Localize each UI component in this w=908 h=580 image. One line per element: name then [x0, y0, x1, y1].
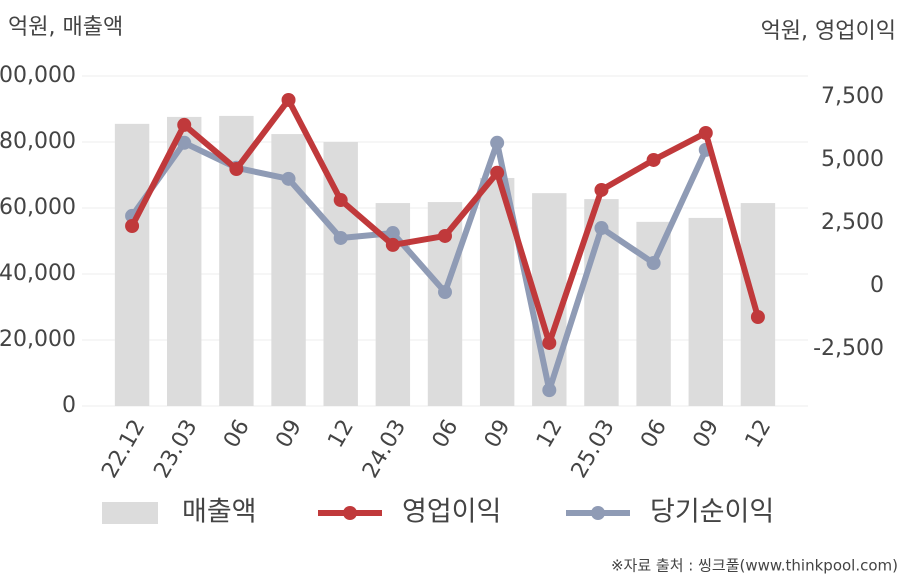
legend-swatch — [102, 502, 158, 524]
x-tick-label: 25.03 — [567, 416, 620, 483]
x-tick-label: 12 — [532, 416, 568, 453]
point — [333, 230, 348, 245]
y-tick-label: 100,000 — [0, 63, 76, 88]
point — [594, 221, 609, 236]
point — [385, 226, 400, 241]
right-axis-title: 억원, 영업이익 — [761, 19, 896, 44]
legend-label: 매출액 — [182, 497, 257, 528]
bar — [167, 116, 202, 407]
y2-tick-label: 5,000 — [821, 147, 884, 172]
x-tick-label: 06 — [219, 416, 255, 453]
point — [281, 92, 296, 107]
bar — [114, 123, 150, 406]
point — [229, 162, 244, 177]
point — [646, 152, 661, 167]
x-tick-label: 09 — [480, 415, 516, 452]
left-axis-title: 억원, 매출액 — [8, 15, 123, 40]
x-tick-label: 06 — [428, 416, 464, 453]
y2-tick-label: -2,500 — [813, 336, 884, 361]
bar — [740, 203, 776, 406]
y-tick-label: 20,000 — [0, 327, 76, 352]
point — [438, 285, 452, 300]
x-tick-label: 06 — [636, 416, 672, 453]
x-tick-label: 09 — [271, 416, 307, 453]
y-tick-label: 60,000 — [0, 195, 76, 220]
point — [542, 335, 557, 350]
point — [438, 228, 452, 243]
bar — [323, 142, 358, 406]
x-tick-label: 22.12 — [97, 416, 150, 483]
bar — [636, 221, 671, 406]
y2-tick-label: 7,500 — [821, 84, 884, 109]
point — [646, 256, 661, 271]
y2-tick-label: 0 — [870, 273, 884, 298]
point — [750, 310, 765, 325]
bar — [688, 217, 723, 406]
y-tick-label: 80,000 — [0, 129, 76, 154]
x-tick-label: 12 — [323, 416, 359, 453]
legend-swatch — [343, 506, 357, 520]
point — [542, 383, 557, 398]
x-tick-label: 09 — [689, 416, 725, 453]
point — [698, 125, 713, 140]
legend-label: 영업이익 — [402, 497, 501, 528]
source: ※자료 출처 : 씽크풀(www.thinkpool.com) — [611, 557, 898, 575]
x-tick-label: 24.03 — [358, 416, 411, 483]
point — [177, 117, 192, 132]
legend-swatch — [591, 506, 605, 520]
legend-label: 당기순이익 — [650, 497, 774, 528]
y-tick-label: 40,000 — [0, 261, 76, 286]
point — [333, 193, 348, 208]
y-tick-label: 0 — [62, 393, 76, 418]
x-tick-label: 12 — [741, 416, 777, 453]
point — [490, 165, 505, 180]
point — [177, 135, 192, 150]
x-tick-label: 23.03 — [149, 416, 202, 483]
point — [281, 171, 296, 186]
y2-tick-label: 2,500 — [821, 210, 884, 235]
point — [594, 182, 609, 197]
point — [490, 135, 505, 150]
point — [385, 237, 400, 252]
point — [125, 219, 140, 233]
